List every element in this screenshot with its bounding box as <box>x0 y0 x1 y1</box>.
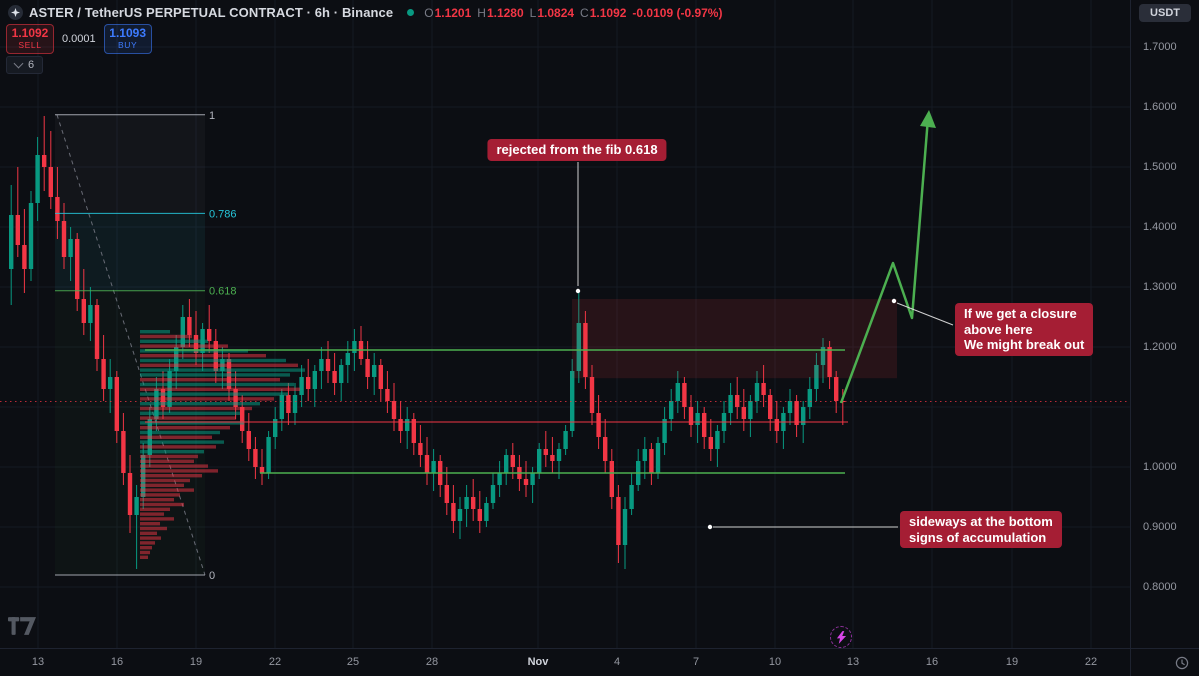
sell-button[interactable]: 1.1092 SELL <box>6 24 54 54</box>
price-tick-label: 1.6000 <box>1143 101 1177 113</box>
low-key: L <box>529 5 537 20</box>
change-value: -0.0109 (-0.97%) <box>632 5 723 20</box>
annotation-line: sideways at the bottom <box>909 514 1053 529</box>
object-tree-collapse-pill[interactable]: 6 <box>6 56 44 74</box>
currency-toggle-button[interactable]: USDT <box>1139 4 1191 22</box>
buy-label: BUY <box>118 40 138 50</box>
close-value: 1.1092 <box>589 5 627 20</box>
indicator-count: 6 <box>28 59 35 71</box>
time-tick-label: Nov <box>527 656 549 668</box>
time-tick-label: 7 <box>692 656 700 668</box>
price-tick-label: 1.4000 <box>1143 221 1177 233</box>
order-panel: 1.1092 SELL 0.0001 1.1093 BUY <box>6 24 152 54</box>
time-tick-label: 25 <box>346 656 360 668</box>
price-tick-label: 0.8000 <box>1143 581 1177 593</box>
time-axis[interactable]: 13 16 19 22 25 28 Nov 4 7 10 13 16 19 22 <box>0 648 1130 676</box>
svg-text:1: 1 <box>209 110 215 122</box>
time-tick-label: 28 <box>425 656 439 668</box>
annotation-text: rejected from the fib 0.618 <box>496 142 658 157</box>
price-tick-label: 1.0000 <box>1143 461 1177 473</box>
time-tick-label: 4 <box>613 656 621 668</box>
price-tick-label: 0.9000 <box>1143 521 1177 533</box>
annotation-line: signs of accumulation <box>909 529 1047 545</box>
time-tick-label: 13 <box>31 656 45 668</box>
price-tick-label: 1.7000 <box>1143 41 1177 53</box>
tradingview-logo[interactable] <box>8 617 36 640</box>
time-tick-label: 10 <box>768 656 782 668</box>
high-value: 1.1280 <box>486 5 524 20</box>
sell-label: SELL <box>18 40 42 50</box>
time-tick-label: 22 <box>1084 656 1098 668</box>
low-value: 1.0824 <box>537 5 575 20</box>
annotation-rejected-fib[interactable]: rejected from the fib 0.618 <box>487 139 667 161</box>
spread-value: 0.0001 <box>62 33 96 45</box>
time-tick-label: 22 <box>268 656 282 668</box>
market-status-dot <box>407 9 415 16</box>
candlestick-chart[interactable]: 1 0.786 0.618 0 ASTER / TetherUS PERPETUAL … <box>0 0 1130 648</box>
timezone-clock-icon[interactable] <box>1175 656 1189 670</box>
boost-lightning-icon[interactable] <box>830 626 852 648</box>
open-key: O <box>424 5 434 20</box>
svg-text:0.618: 0.618 <box>209 286 237 298</box>
buy-price: 1.1093 <box>109 26 146 40</box>
time-tick-label: 19 <box>189 656 203 668</box>
close-key: C <box>580 5 589 20</box>
annotation-line: We might break out <box>964 337 1085 352</box>
svg-text:0: 0 <box>209 570 215 582</box>
chevron-down-icon <box>13 58 24 69</box>
high-key: H <box>477 5 486 20</box>
time-tick-label: 13 <box>846 656 860 668</box>
annotation-line: If we get a closure <box>964 306 1077 321</box>
sell-price: 1.1092 <box>11 26 49 40</box>
price-axis[interactable]: 1.7000 1.6000 1.5000 1.4000 1.3000 1.2000 1.00… <box>1130 0 1199 648</box>
price-tick-label: 1.3000 <box>1143 281 1177 293</box>
open-value: 1.1201 <box>434 5 472 20</box>
annotation-breakout-closure[interactable]: If we get a closure above here We might … <box>955 303 1094 356</box>
axis-corner <box>1130 648 1199 676</box>
symbol-logo-icon <box>8 5 23 20</box>
symbol-title[interactable]: ASTER / TetherUS PERPETUAL CONTRACT · 6h… <box>29 5 394 20</box>
ohlc-values: O1.1201 H1.1280 L1.0824 C1.1092 -0.0109 … <box>424 6 722 20</box>
chart-header: ASTER / TetherUS PERPETUAL CONTRACT · 6h… <box>8 5 722 20</box>
time-tick-label: 19 <box>1005 656 1019 668</box>
annotation-line: above here <box>964 321 1033 337</box>
price-tick-label: 1.5000 <box>1143 161 1177 173</box>
time-tick-label: 16 <box>925 656 939 668</box>
annotation-accumulation[interactable]: sideways at the bottom signs of accumula… <box>900 511 1062 548</box>
svg-text:0.786: 0.786 <box>209 208 237 220</box>
time-tick-label: 16 <box>110 656 124 668</box>
price-tick-label: 1.2000 <box>1143 341 1177 353</box>
buy-button[interactable]: 1.1093 BUY <box>103 24 152 54</box>
